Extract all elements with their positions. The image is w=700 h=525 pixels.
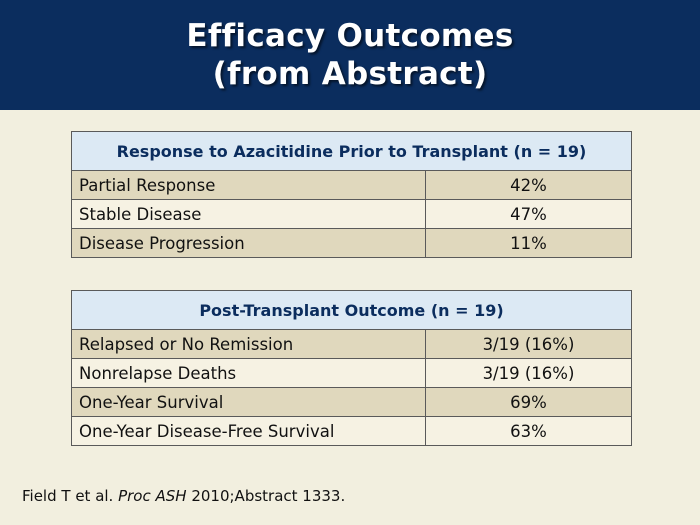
row-value: 3/19 (16%) [425, 358, 632, 388]
slide-title-line-1: Efficacy Outcomes [186, 18, 514, 54]
row-value: 42% [425, 170, 632, 200]
table-row: Disease Progression 11% [71, 228, 632, 258]
row-value: 63% [425, 416, 632, 446]
post-transplant-table-heading: Post-Transplant Outcome (n = 19) [71, 290, 632, 330]
table-row: Nonrelapse Deaths 3/19 (16%) [71, 358, 632, 388]
slide-title-line-2: (from Abstract) [212, 56, 488, 92]
table-row: Partial Response 42% [71, 170, 632, 200]
row-label: Disease Progression [71, 228, 426, 258]
row-value: 69% [425, 387, 632, 417]
table-row: One-Year Disease-Free Survival 63% [71, 416, 632, 446]
response-table-heading: Response to Azacitidine Prior to Transpl… [71, 131, 632, 171]
table-row: One-Year Survival 69% [71, 387, 632, 417]
slide-header: Efficacy Outcomes (from Abstract) [0, 0, 700, 110]
response-table: Response to Azacitidine Prior to Transpl… [71, 131, 632, 258]
row-label: Relapsed or No Remission [71, 329, 426, 359]
row-value: 47% [425, 199, 632, 229]
row-label: One-Year Disease-Free Survival [71, 416, 426, 446]
table-row: Stable Disease 47% [71, 199, 632, 229]
row-value: 3/19 (16%) [425, 329, 632, 359]
citation: Field T et al. Proc ASH 2010;Abstract 13… [22, 487, 345, 505]
row-value: 11% [425, 228, 632, 258]
row-label: Partial Response [71, 170, 426, 200]
citation-details: 2010;Abstract 1333. [186, 487, 346, 505]
row-label: Stable Disease [71, 199, 426, 229]
post-transplant-table: Post-Transplant Outcome (n = 19) Relapse… [71, 290, 632, 446]
table-row: Relapsed or No Remission 3/19 (16%) [71, 329, 632, 359]
citation-authors: Field T et al. [22, 487, 119, 505]
row-label: One-Year Survival [71, 387, 426, 417]
citation-journal: Proc ASH [118, 487, 187, 505]
row-label: Nonrelapse Deaths [71, 358, 426, 388]
